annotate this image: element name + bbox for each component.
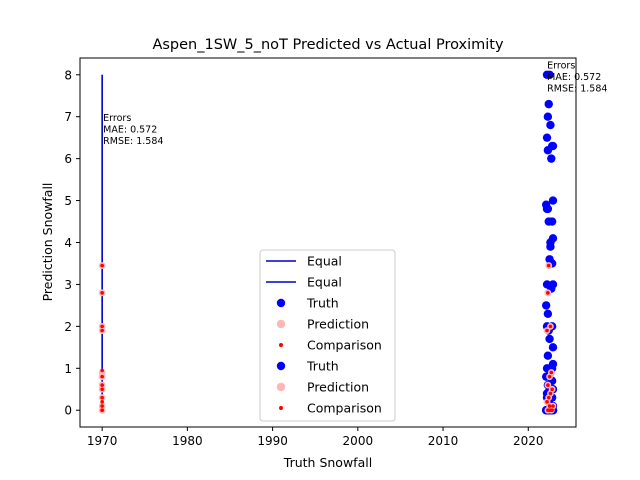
truth-point — [544, 217, 553, 226]
comparison-point — [100, 324, 104, 329]
legend-label: Truth — [306, 359, 339, 374]
annotation-line: Errors — [547, 60, 575, 71]
comparison-point — [100, 374, 104, 379]
comparison-point — [549, 370, 554, 375]
annotation-line: RMSE: 1.584 — [547, 83, 607, 94]
truth-point — [541, 301, 551, 310]
y-axis: 0 1 2 3 4 5 6 7 8 — [64, 68, 80, 418]
annotation-line: MAE: 0.572 — [103, 124, 157, 135]
comparison-point — [550, 387, 554, 392]
legend-label: Truth — [306, 296, 339, 311]
truth-point — [543, 204, 553, 214]
legend-label: Prediction — [307, 380, 369, 395]
comparison-point — [548, 391, 553, 396]
comparison-point — [548, 324, 553, 329]
truth-point — [543, 112, 553, 121]
legend-dot-swatch — [276, 382, 286, 392]
error-annotation: Errors MAE: 0.572 RMSE: 1.584 — [103, 113, 163, 147]
y-tick-label: 4 — [64, 236, 72, 250]
truth-point — [545, 255, 554, 264]
comparison-point — [546, 263, 551, 268]
truth-point — [543, 146, 553, 155]
y-tick-label: 1 — [64, 362, 72, 376]
x-tick-label: 2000 — [343, 434, 374, 448]
comparison-point — [546, 291, 550, 295]
truth-point — [542, 133, 552, 142]
x-tick-label: 1990 — [257, 434, 288, 448]
x-tick-label: 1970 — [87, 434, 118, 448]
truth-point — [548, 234, 558, 243]
comparison-point — [100, 263, 104, 268]
legend-dot-swatch — [276, 361, 286, 371]
comparison-point — [100, 395, 104, 400]
y-tick-label: 6 — [64, 152, 72, 166]
legend: Equal Equal Truth Prediction Comparison Truth… — [259, 249, 396, 422]
legend-label: Equal — [307, 275, 342, 290]
legend-label: Comparison — [307, 401, 382, 416]
comparison-point — [100, 408, 104, 413]
truth-point — [546, 120, 555, 130]
chart-title: Aspen_1SW_5_noT Predicted vs Actual Prox… — [152, 37, 504, 53]
legend-box — [259, 249, 396, 422]
comparison-point — [100, 387, 104, 392]
truth-point — [543, 309, 553, 318]
y-tick-label: 8 — [64, 68, 72, 82]
comparison-point — [547, 374, 552, 379]
truth-point — [545, 334, 554, 344]
comparison-point — [547, 404, 552, 408]
x-tick-label: 2010 — [428, 434, 459, 448]
comparison-point — [100, 383, 104, 387]
annotation-line: RMSE: 1.584 — [103, 136, 163, 147]
y-tick-label: 7 — [64, 110, 72, 124]
comparison-point — [100, 291, 104, 295]
legend-dot-swatch — [279, 343, 283, 347]
legend-label: Comparison — [307, 338, 382, 353]
truth-point — [545, 70, 554, 79]
comparison-point — [546, 395, 551, 400]
comparison-point — [100, 368, 104, 373]
y-tick-label: 2 — [64, 320, 72, 334]
legend-label: Equal — [307, 254, 342, 269]
x-tick-label: 2020 — [513, 434, 544, 448]
comparison-point — [546, 383, 550, 387]
truth-point — [548, 196, 558, 205]
truth-point — [543, 351, 553, 360]
truth-point — [544, 99, 553, 109]
comparison-point — [100, 328, 104, 333]
annotation-line: MAE: 0.572 — [547, 72, 601, 83]
legend-label: Prediction — [307, 317, 369, 332]
y-axis-label: Prediction Snowfall — [40, 183, 55, 302]
truth-point — [548, 343, 558, 352]
comparison-point — [545, 400, 549, 404]
truth-point — [547, 154, 556, 163]
comparison-point — [548, 408, 553, 413]
comparison-point — [100, 400, 104, 404]
error-annotation: Errors MAE: 0.572 RMSE: 1.584 — [547, 60, 607, 94]
comparison-point — [551, 404, 555, 408]
x-tick-label: 1980 — [172, 434, 203, 448]
annotation-line: Errors — [103, 113, 131, 124]
y-tick-label: 0 — [64, 404, 72, 418]
comparison-point — [100, 404, 104, 408]
truth-point — [546, 242, 555, 251]
comparison-point — [545, 328, 549, 333]
x-axis-label: Truth Snowfall — [283, 455, 372, 470]
plot-marks — [98, 70, 558, 415]
legend-dot-swatch — [276, 298, 286, 308]
legend-dot-swatch — [276, 319, 286, 329]
y-tick-label: 3 — [64, 278, 72, 292]
legend-dot-swatch — [279, 406, 283, 410]
y-tick-label: 5 — [64, 194, 72, 208]
x-axis: 1970 1980 1990 2000 2010 2020 — [87, 427, 544, 448]
